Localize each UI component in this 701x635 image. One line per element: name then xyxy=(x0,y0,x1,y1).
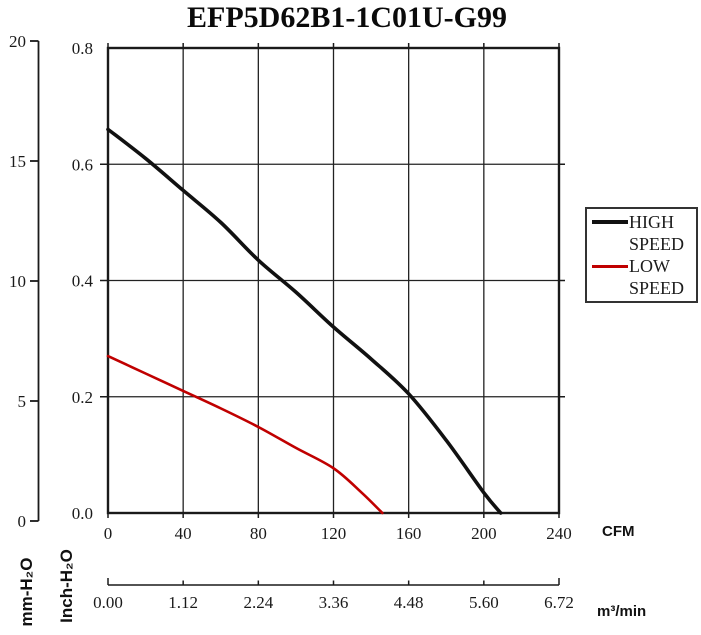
svg-text:160: 160 xyxy=(396,524,422,543)
svg-text:0.0: 0.0 xyxy=(72,504,93,523)
svg-text:10: 10 xyxy=(9,272,26,291)
legend-entry-low-speed: LOW xyxy=(587,255,696,277)
cfm-tick-labels: 0 40 80 120 160 200 240 xyxy=(104,524,572,543)
m3min-axis xyxy=(107,578,560,586)
svg-text:5: 5 xyxy=(18,392,27,411)
svg-text:4.48: 4.48 xyxy=(394,593,424,612)
gridlines xyxy=(108,48,559,513)
chart-title: EFP5D62B1-1C01U-G99 xyxy=(187,1,507,34)
legend-label-high-speed2: SPEED xyxy=(629,234,685,254)
legend-label-low-speed2: SPEED xyxy=(629,278,685,298)
svg-text:200: 200 xyxy=(471,524,497,543)
svg-text:15: 15 xyxy=(9,152,26,171)
curve-high-speed xyxy=(106,127,503,515)
high-speed-line-swatch xyxy=(592,220,629,224)
svg-text:0.00: 0.00 xyxy=(93,593,123,612)
svg-text:2.24: 2.24 xyxy=(243,593,273,612)
inch-tick-labels: 0.8 0.6 0.4 0.2 0.0 xyxy=(72,39,94,523)
svg-text:0.8: 0.8 xyxy=(72,39,93,58)
plot-frame xyxy=(106,46,561,515)
mm-tick-labels: 20 15 10 5 0 xyxy=(9,32,26,531)
svg-text:1.12: 1.12 xyxy=(168,593,198,612)
svg-text:6.72: 6.72 xyxy=(544,593,574,612)
svg-text:5.60: 5.60 xyxy=(469,593,499,612)
legend-entry-high-speed: HIGH xyxy=(587,211,696,233)
svg-text:120: 120 xyxy=(321,524,347,543)
svg-text:0: 0 xyxy=(104,524,113,543)
svg-text:0: 0 xyxy=(18,512,27,531)
svg-text:80: 80 xyxy=(250,524,267,543)
curve-low-speed xyxy=(106,354,384,515)
cfm-axis-unit-label: CFM xyxy=(602,523,635,540)
svg-text:240: 240 xyxy=(546,524,572,543)
svg-text:40: 40 xyxy=(175,524,192,543)
legend-label-high: HIGH xyxy=(629,212,674,232)
svg-text:20: 20 xyxy=(9,32,26,51)
m3min-axis-unit-label: m³/min xyxy=(597,603,647,620)
svg-text:3.36: 3.36 xyxy=(319,593,349,612)
mm-h2o-axis-label: mm-H₂O xyxy=(17,557,36,627)
legend: HIGH SPEED LOW SPEED xyxy=(585,207,698,303)
legend-label-low: LOW xyxy=(629,256,670,276)
low-speed-line-swatch xyxy=(592,264,629,268)
inch-h2o-axis-label: Inch-H₂O xyxy=(57,549,76,623)
mm-axis xyxy=(30,40,40,522)
m3min-tick-labels: 0.00 1.12 2.24 3.36 4.48 5.60 6.72 xyxy=(93,593,574,612)
svg-text:0.6: 0.6 xyxy=(72,155,93,174)
svg-text:0.2: 0.2 xyxy=(72,388,93,407)
svg-text:0.4: 0.4 xyxy=(72,272,94,291)
